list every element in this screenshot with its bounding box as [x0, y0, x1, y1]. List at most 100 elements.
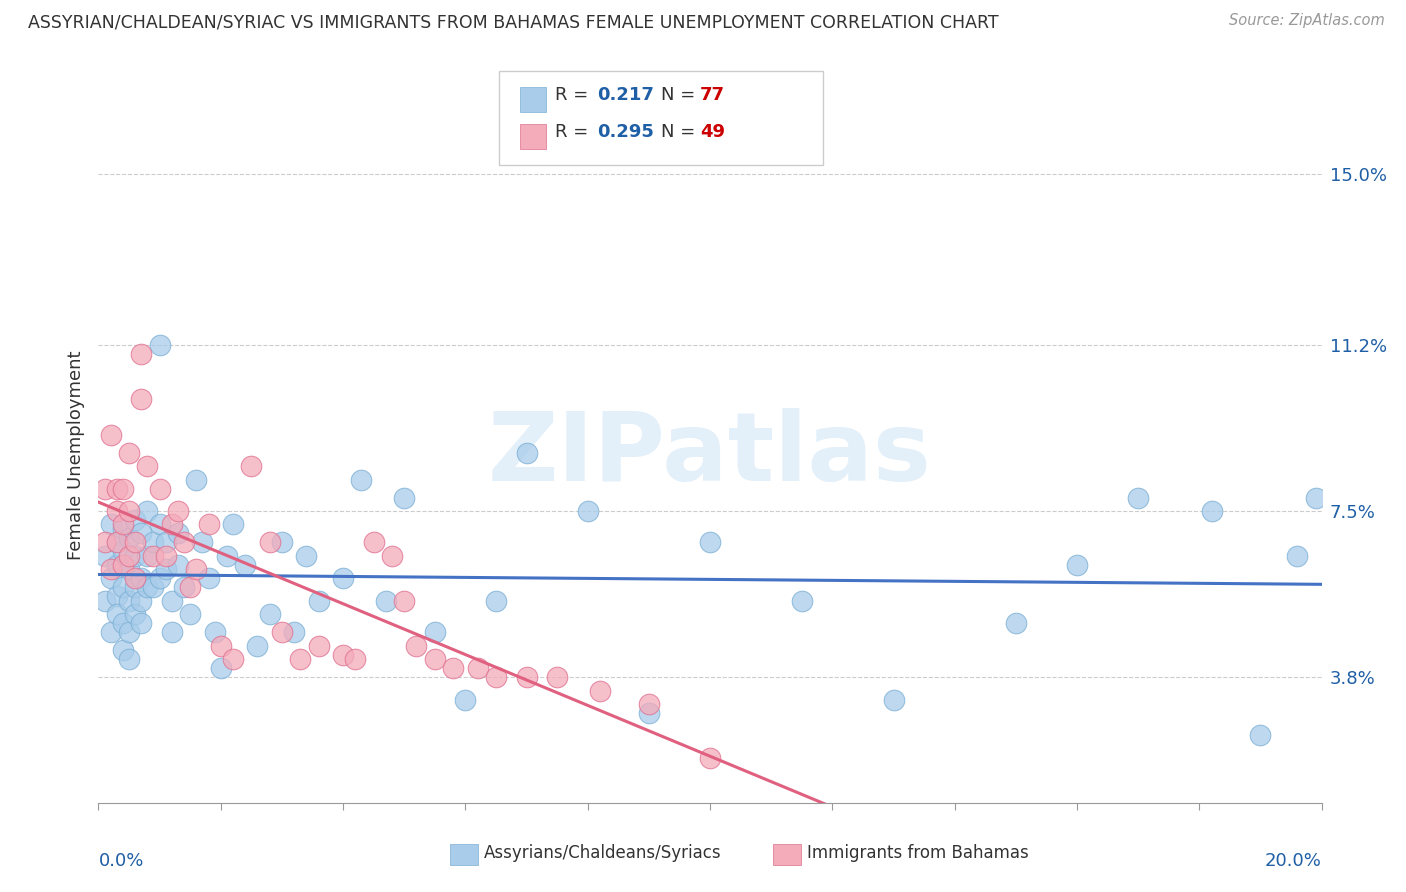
Point: [118, 625, 141, 640]
Point: [441, 661, 464, 675]
Point: [105, 535, 128, 549]
Point: [124, 607, 146, 622]
Point: [392, 594, 416, 608]
Point: [197, 517, 219, 532]
Point: [283, 625, 305, 640]
Point: [155, 549, 177, 563]
Point: [124, 580, 146, 594]
Point: [179, 580, 201, 594]
Point: [270, 535, 292, 549]
Point: [124, 535, 146, 549]
Point: [516, 670, 538, 684]
Point: [118, 531, 141, 545]
Point: [215, 549, 238, 563]
Point: [129, 616, 152, 631]
Point: [191, 535, 214, 549]
Point: [118, 504, 141, 518]
Point: [149, 338, 172, 352]
Point: [167, 504, 190, 518]
Point: [167, 526, 190, 541]
Point: [149, 517, 172, 532]
Point: [173, 580, 195, 594]
Point: [576, 504, 599, 518]
Text: Assyrians/Chaldeans/Syriacs: Assyrians/Chaldeans/Syriacs: [484, 844, 721, 862]
Point: [467, 661, 489, 675]
Text: 20.0%: 20.0%: [1265, 852, 1322, 870]
Point: [308, 594, 330, 608]
Point: [485, 670, 508, 684]
Point: [454, 692, 477, 706]
Point: [233, 558, 256, 572]
Point: [118, 562, 141, 576]
Point: [93, 482, 115, 496]
Point: [136, 580, 159, 594]
Point: [290, 652, 312, 666]
Point: [1305, 491, 1327, 505]
Point: [160, 625, 183, 640]
Point: [100, 625, 122, 640]
Point: [129, 347, 152, 361]
Point: [1066, 558, 1088, 572]
Point: [332, 571, 354, 585]
Point: [124, 571, 146, 585]
Point: [100, 571, 122, 585]
Point: [332, 648, 354, 662]
Point: [124, 513, 146, 527]
Point: [1286, 549, 1309, 563]
Text: 49: 49: [700, 123, 725, 141]
Point: [142, 535, 165, 549]
Point: [423, 652, 446, 666]
Point: [111, 517, 134, 532]
Point: [100, 562, 122, 576]
Point: [637, 697, 661, 711]
Point: [118, 445, 141, 459]
Point: [186, 562, 208, 576]
Text: 0.295: 0.295: [598, 123, 654, 141]
Point: [179, 607, 201, 622]
Text: 77: 77: [700, 86, 725, 103]
Point: [136, 549, 159, 563]
Point: [155, 562, 177, 576]
Point: [222, 652, 245, 666]
Point: [173, 535, 195, 549]
Point: [222, 517, 245, 532]
Point: [105, 607, 128, 622]
Point: [197, 571, 219, 585]
Point: [93, 549, 115, 563]
Text: N =: N =: [661, 86, 700, 103]
Point: [699, 535, 721, 549]
Point: [111, 580, 134, 594]
Point: [149, 571, 172, 585]
Point: [100, 427, 122, 442]
Point: [295, 549, 318, 563]
Point: [105, 482, 128, 496]
Point: [381, 549, 404, 563]
Point: [186, 473, 208, 487]
Point: [209, 661, 232, 675]
Point: [699, 751, 721, 765]
Text: ASSYRIAN/CHALDEAN/SYRIAC VS IMMIGRANTS FROM BAHAMAS FEMALE UNEMPLOYMENT CORRELAT: ASSYRIAN/CHALDEAN/SYRIAC VS IMMIGRANTS F…: [28, 13, 998, 31]
Point: [363, 535, 385, 549]
Point: [136, 459, 159, 474]
Point: [129, 392, 152, 406]
Point: [136, 504, 159, 518]
Text: R =: R =: [555, 123, 595, 141]
Text: Immigrants from Bahamas: Immigrants from Bahamas: [807, 844, 1029, 862]
Point: [124, 549, 146, 563]
Point: [160, 517, 183, 532]
Point: [485, 594, 508, 608]
Point: [111, 558, 134, 572]
Point: [1201, 504, 1223, 518]
Point: [111, 643, 134, 657]
Point: [374, 594, 396, 608]
Point: [790, 594, 813, 608]
Point: [105, 535, 128, 549]
Point: [883, 692, 905, 706]
Point: [240, 459, 263, 474]
Y-axis label: Female Unemployment: Female Unemployment: [66, 351, 84, 559]
Point: [93, 535, 115, 549]
Point: [1128, 491, 1150, 505]
Point: [1249, 729, 1271, 743]
Point: [259, 607, 281, 622]
Point: [118, 594, 141, 608]
